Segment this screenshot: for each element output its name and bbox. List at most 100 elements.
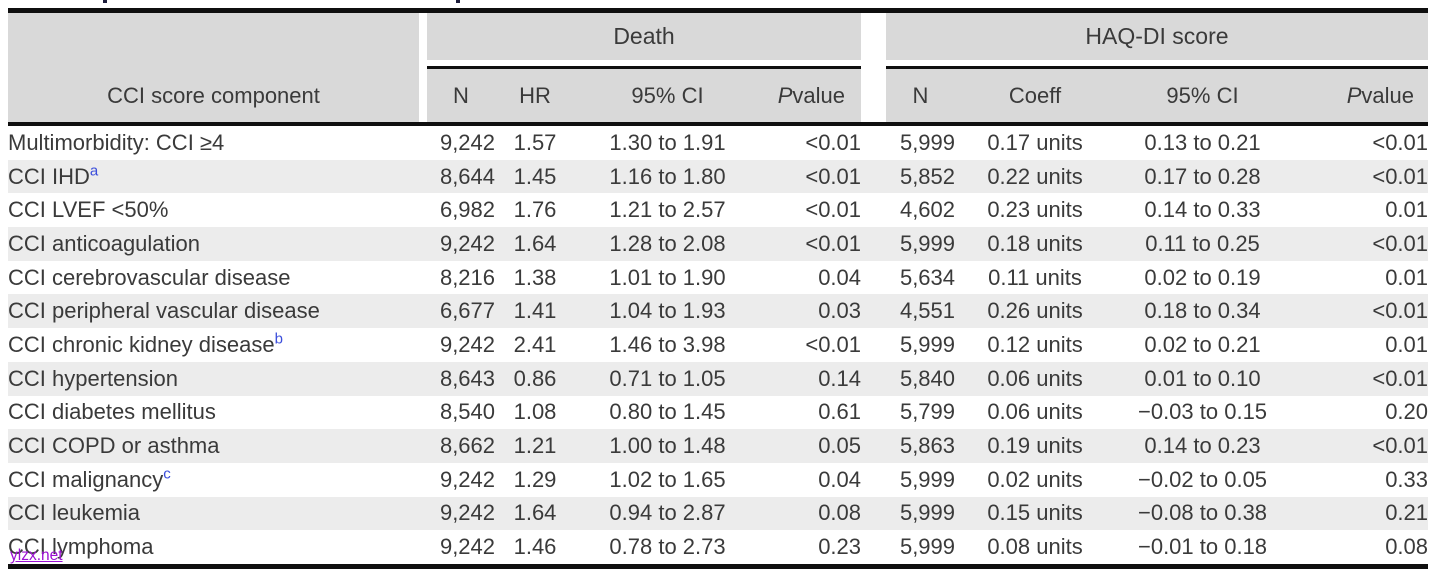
col-header-hr: HR (519, 82, 551, 108)
table-header: CCI score component Death N HR 95% CI P … (8, 13, 1428, 122)
cell-ci-death: 1.21 to 2.57 (609, 197, 726, 223)
component-cell: CCI hypertension (8, 362, 427, 396)
component-cell: CCI diabetes mellitus (8, 396, 427, 430)
cell-ci-haq: 0.02 to 0.21 (1144, 331, 1261, 357)
cropped-text-remnant-right (456, 0, 460, 3)
cell-hr: 1.64 (513, 500, 557, 526)
cell-ci-death: 1.16 to 1.80 (609, 163, 726, 189)
cell-n-haq: 5,999 (899, 534, 956, 560)
component-cell: CCI COPD or asthma (8, 429, 427, 463)
cell-hr: 2.41 (513, 331, 557, 357)
cell-coeff: 0.06 units (987, 365, 1083, 391)
component-label: CCI leukemia (8, 500, 141, 526)
death-group: Death N HR 95% CI P value (427, 13, 861, 122)
gap-cell (861, 294, 886, 328)
cell-hr: 1.57 (513, 129, 557, 155)
cell-ci-haq: −0.02 to 0.05 (1137, 466, 1268, 492)
cell-hr: 1.64 (513, 230, 557, 256)
footnote-superscript: a (89, 162, 99, 180)
cell-n-death: 9,242 (439, 466, 496, 492)
cell-pvalue-death: <0.01 (805, 197, 862, 223)
cell-ci-haq: 0.13 to 0.21 (1144, 129, 1261, 155)
gap-cell (861, 227, 886, 261)
cell-ci-death: 0.94 to 2.87 (609, 500, 726, 526)
death-group-rule (427, 66, 861, 69)
haq-group-rule (886, 66, 1428, 69)
gap-cell (861, 362, 886, 396)
cell-coeff: 0.26 units (987, 298, 1083, 324)
cell-n-death: 9,242 (439, 500, 496, 526)
component-cell: CCI IHDa (8, 160, 427, 194)
cell-pvalue-haq: 0.33 (1385, 466, 1429, 492)
table-row: CCI LVEF <50% 6,982 1.76 1.21 to 2.57 <0… (8, 193, 1429, 228)
table-row: CCI cerebrovascular disease 8,216 1.38 1… (8, 260, 1429, 295)
cell-ci-haq: −0.08 to 0.38 (1137, 500, 1268, 526)
cell-hr: 1.21 (513, 433, 557, 459)
cell-ci-haq: 0.18 to 0.34 (1144, 298, 1261, 324)
cell-coeff: 0.18 units (987, 230, 1083, 256)
cell-ci-haq: 0.17 to 0.28 (1144, 163, 1261, 189)
component-label: CCI chronic kidney disease (8, 331, 275, 357)
cell-pvalue-haq: 0.20 (1385, 399, 1429, 425)
haq-group-label: HAQ-DI score (1085, 23, 1229, 49)
cell-ci-death: 0.78 to 2.73 (609, 534, 726, 560)
gap-cell (861, 396, 886, 430)
table-body-grid: Multimorbidity: CCI ≥4 9,242 1.57 1.30 t… (8, 126, 1429, 564)
cell-coeff: 0.11 units (988, 264, 1082, 290)
cell-ci-death: 1.30 to 1.91 (609, 129, 726, 155)
haq-group-gap (886, 60, 1428, 66)
component-label: CCI LVEF <50% (8, 197, 169, 223)
component-cell: CCI anticoagulation (8, 227, 427, 261)
table-row: CCI IHDa 8,644 1.45 1.16 to 1.80 <0.01 5… (8, 159, 1429, 194)
cell-n-haq: 4,602 (899, 197, 956, 223)
death-group-label: Death (613, 23, 675, 49)
cell-ci-haq: −0.01 to 0.18 (1137, 534, 1268, 560)
cell-ci-death: 1.01 to 1.90 (609, 264, 726, 290)
cell-ci-death: 1.46 to 3.98 (609, 331, 726, 357)
cell-coeff: 0.08 units (987, 534, 1083, 560)
component-cell: CCI chronic kidney diseaseb (8, 328, 427, 362)
col-header-pvalue-death: P value (760, 69, 861, 122)
cell-n-haq: 4,551 (899, 298, 956, 324)
cell-pvalue-haq: 0.01 (1385, 331, 1429, 357)
cell-coeff: 0.15 units (987, 500, 1083, 526)
cell-pvalue-death: 0.23 (818, 534, 862, 560)
gap-cell (861, 463, 886, 497)
cell-coeff: 0.22 units (987, 163, 1083, 189)
cell-hr: 1.38 (513, 264, 557, 290)
component-label: CCI anticoagulation (8, 230, 201, 256)
cell-n-death: 6,677 (439, 298, 496, 324)
table-row: CCI anticoagulation 9,242 1.64 1.28 to 2… (8, 227, 1429, 261)
table-row: Multimorbidity: CCI ≥4 9,242 1.57 1.30 t… (8, 126, 1429, 160)
component-cell: CCI leukemia (8, 497, 427, 531)
cell-pvalue-death: <0.01 (805, 129, 862, 155)
component-label: CCI COPD or asthma (8, 433, 220, 459)
col-header-coeff: Coeff (1008, 82, 1062, 108)
col-header-pvalue-haq: P value (1290, 69, 1428, 122)
cell-n-haq: 5,799 (899, 399, 956, 425)
table-row: CCI diabetes mellitus 8,540 1.08 0.80 to… (8, 395, 1429, 430)
cell-pvalue-death: 0.04 (818, 466, 862, 492)
col-header-ci-haq: 95% CI (1166, 82, 1239, 108)
cell-n-death: 6,982 (439, 197, 496, 223)
col-header-n-death: N (453, 82, 469, 108)
component-cell: CCI cerebrovascular disease (8, 261, 427, 295)
cell-coeff: 0.06 units (987, 399, 1083, 425)
cell-n-death: 8,662 (439, 433, 496, 459)
cell-ci-death: 0.80 to 1.45 (609, 399, 726, 425)
cell-pvalue-death: 0.04 (818, 264, 862, 290)
cell-ci-haq: 0.14 to 0.33 (1144, 197, 1261, 223)
cell-coeff: 0.17 units (987, 129, 1083, 155)
cell-pvalue-haq: <0.01 (1372, 433, 1429, 459)
gap-cell (861, 261, 886, 295)
table-row: CCI hypertension 8,643 0.86 0.71 to 1.05… (8, 361, 1429, 396)
component-column-header: CCI score component (107, 82, 320, 108)
death-group-gap (427, 60, 861, 66)
cell-ci-death: 0.71 to 1.05 (609, 365, 726, 391)
component-label: CCI peripheral vascular disease (8, 298, 320, 324)
gap-cell (861, 126, 886, 160)
gap-cell (861, 530, 886, 564)
gap-cell (861, 497, 886, 531)
cell-coeff: 0.19 units (987, 433, 1083, 459)
cell-n-death: 8,643 (439, 365, 496, 391)
